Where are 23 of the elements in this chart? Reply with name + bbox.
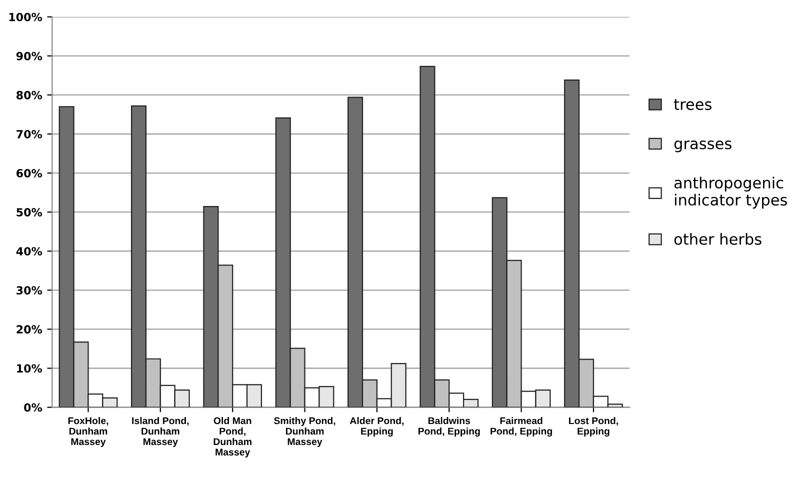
y-tick-label: 30% xyxy=(16,286,42,295)
x-tick-label: Lost Pond, Epping xyxy=(569,417,618,437)
x-tick-label: FoxHole, Dunham Massey xyxy=(68,417,108,448)
y-tick-label: 100% xyxy=(9,12,42,22)
y-tick-label: 0% xyxy=(24,403,42,412)
y-tick-label: 20% xyxy=(16,325,42,334)
x-tick-label: Alder Pond, Epping xyxy=(350,417,404,437)
y-tick-label: 50% xyxy=(16,208,42,216)
y-tick-label: 40% xyxy=(16,247,42,256)
y-tick-label: 90% xyxy=(16,52,42,60)
legend-label: other herbs xyxy=(674,233,762,245)
legend-label: grasses xyxy=(674,140,732,152)
y-tick-label: 60% xyxy=(16,169,42,178)
x-tick-label: Island Pond, Dunham Massey xyxy=(132,417,189,448)
y-tick-label: 10% xyxy=(17,364,42,373)
x-tick-label: Fairmead Pond, Epping xyxy=(490,417,552,437)
x-tick-label: Smithy Pond, Dunham Massey xyxy=(274,417,336,448)
x-tick-label: Old Man Pond, Dunham Massey xyxy=(214,417,252,458)
legend-label: trees xyxy=(674,99,712,110)
y-tick-label: 80% xyxy=(16,90,42,100)
x-tick-label: Baldwins Pond, Epping xyxy=(418,417,480,437)
y-tick-label: 70% xyxy=(16,130,42,138)
legend-label: anthropogenic indicator types xyxy=(674,176,787,209)
